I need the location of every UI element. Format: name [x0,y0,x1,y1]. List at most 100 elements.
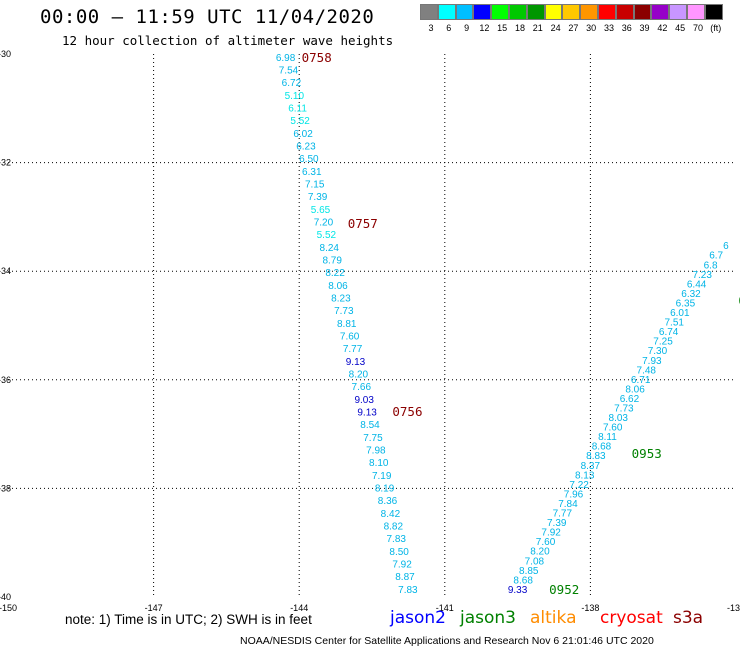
wave-height-value: 8.68 [513,575,533,586]
lat-tick-label: -30 [0,49,11,59]
color-scale-swatch: 30 [580,4,598,33]
wave-height-value: 8.06 [328,281,348,292]
wave-height-value: 7.20 [314,217,334,228]
satellite-label-jason2: jason2 [390,608,446,628]
wave-height-value: 7.84 [558,499,578,510]
color-scale-label: 39 [639,23,650,33]
color-scale-label: 18 [514,23,525,33]
wave-height-value: 8.24 [320,243,340,254]
color-scale-label: 21 [532,23,543,33]
wave-height-value: 8.13 [575,470,595,481]
wave-height-value: 8.50 [389,547,409,558]
wave-height-value: 6.32 [681,289,701,300]
color-scale-label: 70 [692,23,703,33]
color-scale-swatch: 12 [473,4,492,33]
lon-tick-label: -144 [290,603,308,613]
color-scale-swatch: 27 [562,4,581,33]
wave-height-value: 7.08 [525,556,545,567]
wave-height-value: 5.52 [290,116,310,127]
lon-tick-label: -147 [145,603,163,613]
units-note: note: 1) Time is in UTC; 2) SWH is in fe… [65,612,312,627]
color-scale-label: (ft) [710,23,722,33]
color-scale-label: 45 [675,23,686,33]
wave-height-value: 9.03 [354,395,374,406]
wave-height-value: 6.11 [288,103,307,114]
lat-tick-label: -34 [0,266,11,276]
pass-time-label: 0758 [302,50,332,65]
color-scale-label: 42 [657,23,668,33]
color-scale-label: 36 [621,23,632,33]
color-scale-label: 6 [446,23,452,33]
wave-height-value: 7.73 [614,403,634,414]
wave-height-value: 6.74 [659,327,679,338]
wave-height-value: 8.54 [360,420,380,431]
wave-height-value: 7.39 [308,192,328,203]
pass-time-label: 0952 [549,582,579,597]
color-scale-label: 24 [550,23,561,33]
wave-height-value: 8.81 [337,319,357,330]
pass-time-label: 0756 [392,404,422,419]
wave-height-value: 7.92 [392,560,412,571]
wave-height-value: 9.13 [346,357,366,368]
color-scale-bar: 3 6 9 12 15 18 21 24 27 30 33 36 39 42 45 70 (ft) [420,4,723,33]
color-scale-swatch: 9 [455,4,474,33]
wave-height-value: 8.03 [609,413,629,424]
wave-height-value: 7.93 [642,356,662,367]
color-scale-swatch: 21 [526,4,545,33]
wave-height-value: 6.35 [676,298,696,309]
wave-height-value: 5.65 [311,205,331,216]
color-scale-swatch: 18 [508,4,527,33]
wave-height-value: 6.72 [282,78,302,89]
page-subtitle: 12 hour collection of altimeter wave hei… [62,33,394,48]
lon-tick-label: -135 [727,603,740,613]
wave-height-value: 6 [723,241,729,252]
color-scale-swatch: 70 [686,4,705,33]
wave-height-value: 7.98 [366,446,386,457]
wave-height-value: 8.83 [586,451,606,462]
wave-height-value: 8.85 [519,566,539,577]
wave-height-value: 7.15 [305,179,325,190]
color-scale-swatch: 42 [651,4,670,33]
color-scale-swatch: 3 [420,4,438,33]
pass-time-label: 0953 [632,446,662,461]
wave-height-value: 7.23 [692,270,712,281]
lon-tick-label: -141 [436,603,454,613]
wave-height-value: 8.42 [381,509,401,520]
color-scale-label: 27 [568,23,579,33]
wave-height-value: 7.25 [653,337,673,348]
wave-height-value: 7.39 [547,518,567,529]
color-scale-swatch: 24 [544,4,563,33]
satellite-label-s3a: s3a [673,608,704,628]
wave-height-value: 7.73 [334,306,354,317]
lon-tick-label: -138 [581,603,599,613]
wave-height-value: 8.23 [331,293,351,304]
wave-height-value: 7.19 [372,471,392,482]
wave-height-value: 6.98 [276,53,296,64]
lat-tick-label: -40 [0,592,11,602]
color-scale-swatch: 15 [491,4,509,33]
wave-height-value: 6.8 [704,260,718,271]
lat-tick-label: -32 [0,158,11,168]
wave-height-value: 6.7 [709,251,723,262]
legend-bar: note: 1) Time is in UTC; 2) SWH is in fe… [0,604,740,634]
wave-height-value: 6.31 [302,167,322,178]
wave-height-value: 6.62 [620,394,640,405]
wave-height-value: 6.71 [631,375,651,386]
pass-time-label: 0757 [348,216,378,231]
wave-height-value: 7.30 [648,346,668,357]
wave-height-value: 8.79 [322,255,342,266]
wave-height-value: 7.60 [603,423,623,434]
wave-height-value: 7.77 [343,344,363,355]
wave-height-value: 7.96 [564,489,584,500]
color-scale-swatch: 39 [633,4,652,33]
wave-height-value: 7.83 [398,585,418,596]
wave-height-value: 8.87 [395,572,415,583]
color-scale-label: 15 [497,23,508,33]
color-scale-swatch: 33 [597,4,616,33]
wave-height-value: 7.77 [553,509,573,520]
wave-height-value: 7.22 [569,480,589,491]
color-scale-label: 3 [428,23,434,33]
wave-height-value: 6.02 [293,129,313,140]
page-title: 00:00 – 11:59 UTC 11/04/2020 [40,6,375,28]
wave-height-value: 8.19 [375,484,395,495]
